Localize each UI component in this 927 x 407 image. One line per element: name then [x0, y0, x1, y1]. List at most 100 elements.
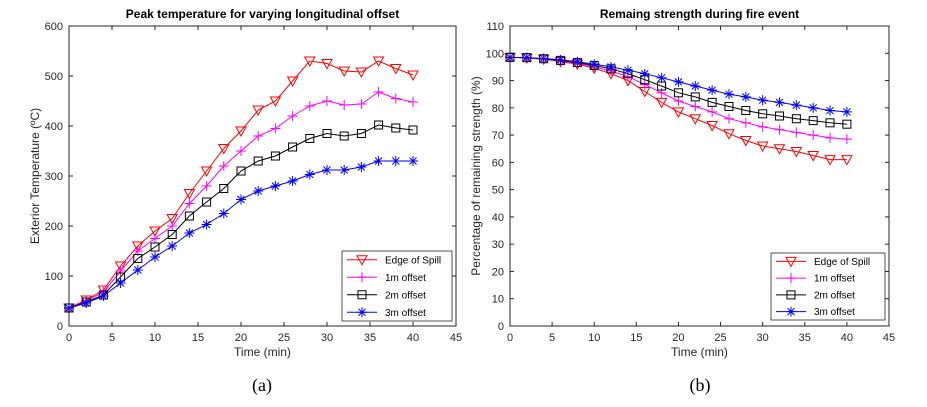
data-point	[322, 129, 332, 138]
data-point	[131, 241, 144, 253]
legend-marker	[786, 273, 796, 284]
y-tick-label: 110	[486, 21, 504, 33]
y-tick-label: 500	[45, 71, 63, 83]
y-tick-label: 0	[57, 321, 63, 333]
data-point	[373, 156, 384, 166]
data-point	[150, 252, 160, 262]
data-point	[149, 226, 161, 238]
data-point	[217, 144, 230, 155]
x-tick-label: 0	[507, 332, 513, 344]
data-point	[150, 233, 160, 244]
data-point	[236, 146, 246, 156]
data-point	[218, 208, 229, 219]
data-point	[673, 88, 683, 98]
data-point	[303, 56, 316, 68]
legend-label: 1m offset	[385, 273, 426, 284]
data-point	[741, 106, 751, 116]
series-line	[68, 60, 414, 309]
data-point	[842, 119, 852, 129]
data-point	[408, 97, 418, 107]
data-point	[288, 142, 298, 152]
legend-marker	[786, 290, 796, 300]
x-tick-label: 15	[630, 332, 642, 344]
data-point	[253, 131, 264, 141]
data-point	[808, 116, 818, 126]
data-point	[572, 56, 583, 67]
data-point	[390, 93, 401, 104]
y-tick-label: 80	[492, 103, 504, 115]
data-point	[521, 52, 532, 63]
data-point	[656, 87, 667, 98]
data-point	[270, 123, 281, 134]
data-point	[339, 100, 350, 110]
data-point	[391, 123, 401, 133]
data-point	[622, 65, 633, 76]
series-line	[509, 56, 847, 161]
data-point	[824, 155, 836, 166]
y-tick-label: 50	[492, 185, 504, 197]
legend: Edge of Spill 1m offset 2m offset 3m offset	[770, 252, 886, 321]
data-point	[538, 53, 549, 64]
data-point	[253, 156, 263, 166]
legend-label: 3m offset	[814, 307, 855, 318]
figure-caption: (b)	[690, 375, 711, 396]
data-point	[201, 181, 212, 191]
x-tick-label: 45	[883, 332, 895, 344]
data-point	[757, 121, 768, 132]
legend: Edge of Spill 1m offset 2m offset 3m offset	[341, 250, 453, 322]
data-point	[655, 97, 668, 109]
data-point	[707, 85, 718, 96]
data-point	[133, 254, 143, 263]
data-point	[775, 111, 785, 121]
data-point	[338, 66, 351, 78]
data-point	[841, 106, 852, 117]
data-point	[286, 76, 299, 88]
x-tick-label: 45	[450, 332, 462, 344]
y-tick-label: 60	[492, 157, 504, 169]
data-point	[723, 113, 734, 124]
y-axis-label: Exterior Temperature (ºC)	[28, 108, 42, 244]
x-tick-label: 20	[672, 332, 684, 344]
data-point	[184, 198, 195, 209]
legend-marker	[785, 256, 797, 268]
data-point	[791, 100, 802, 111]
data-point	[390, 156, 401, 166]
y-tick-label: 70	[492, 130, 504, 142]
data-point	[356, 99, 367, 109]
series-3m-offset	[64, 156, 418, 313]
data-point	[202, 197, 212, 207]
series-2m-offset	[505, 52, 852, 129]
data-point	[219, 184, 229, 193]
y-tick-label: 20	[492, 266, 504, 278]
data-point	[807, 151, 820, 162]
data-point	[339, 165, 350, 175]
data-point	[356, 129, 366, 138]
data-point	[115, 278, 126, 288]
x-tick-label: 40	[841, 332, 853, 344]
data-point	[356, 162, 367, 172]
data-point	[672, 107, 685, 118]
legend-marker	[357, 272, 367, 283]
data-point	[555, 54, 566, 65]
data-point	[235, 126, 247, 138]
legend-marker	[786, 306, 796, 317]
data-point	[270, 151, 280, 161]
data-point	[374, 120, 384, 130]
data-point	[287, 111, 298, 121]
data-point	[740, 117, 751, 128]
data-point	[689, 114, 702, 125]
series-line	[68, 124, 414, 309]
x-tick-label: 10	[149, 332, 161, 344]
data-point	[322, 96, 332, 106]
data-point	[98, 291, 109, 301]
data-point	[707, 97, 717, 107]
data-point	[321, 59, 333, 70]
chart-1: 0 5 10 15 20 25 30 35 40 45 0 100 200 300 400 500 600 Pea…	[28, 7, 462, 396]
data-point	[269, 96, 282, 108]
data-point	[756, 141, 769, 153]
data-point	[757, 95, 768, 106]
data-point	[167, 241, 178, 251]
data-point	[252, 105, 265, 117]
x-tick-label: 15	[192, 332, 204, 344]
